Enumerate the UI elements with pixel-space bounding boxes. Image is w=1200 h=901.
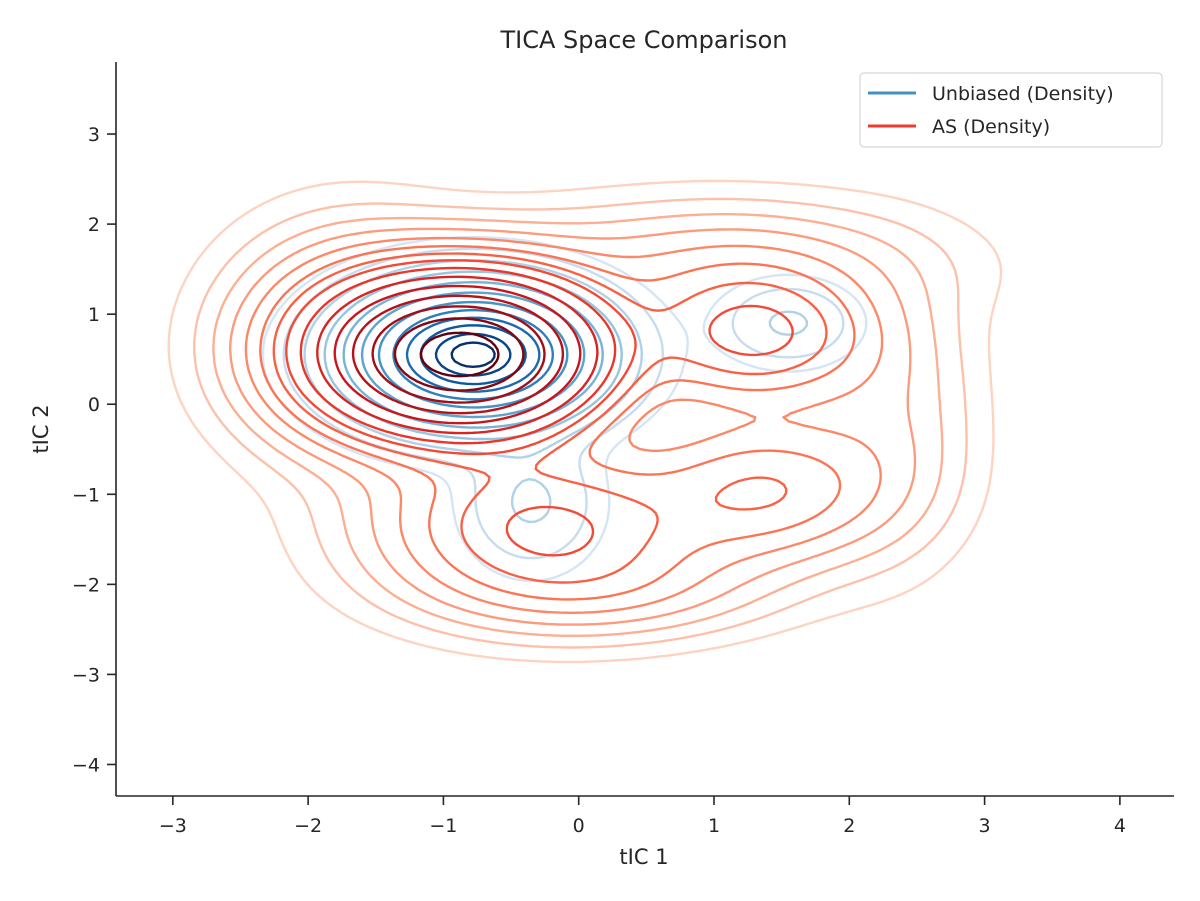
y-tick-label: 3 — [88, 124, 100, 146]
y-tick-label: −4 — [72, 754, 100, 776]
legend-box — [859, 72, 1163, 148]
x-tick-label: 2 — [843, 815, 855, 837]
unbiased-contour-level-1 — [261, 235, 868, 583]
as-contour-level-11 — [333, 284, 582, 425]
legend: Unbiased (Density) AS (Density) — [859, 72, 1163, 148]
y-tick-label: 0 — [88, 394, 100, 416]
as-contour-level-2 — [193, 197, 968, 649]
y-tick-label: −3 — [72, 664, 100, 686]
y-tick-label: −1 — [72, 484, 100, 506]
x-tick-label: 1 — [708, 815, 720, 837]
x-ticks: −3 −2 −1 0 1 2 3 4 — [159, 796, 1126, 837]
y-tick-label: 1 — [88, 304, 100, 326]
as-contour-level-3 — [212, 213, 944, 637]
legend-label-as: AS (Density) — [932, 116, 1050, 138]
as-contour-level-12 — [351, 294, 565, 415]
as-contour-level-5 — [244, 236, 884, 614]
as-contour-level-14 — [393, 317, 525, 392]
x-tick-label: 0 — [573, 815, 585, 837]
as-contour-level-7 — [272, 252, 828, 584]
x-tick-label: −3 — [159, 815, 187, 837]
chart-title: TICA Space Comparison — [499, 26, 787, 54]
as-contour-level-13 — [371, 305, 546, 404]
as-contour-level-9 — [299, 266, 617, 445]
as-density-contours — [167, 179, 1003, 664]
as-contour-level-4 — [229, 227, 917, 626]
as-contour-level-6 — [259, 245, 856, 601]
unbiased-contour-level-12 — [450, 341, 496, 368]
y-ticks: −4 −3 −2 −1 0 1 2 3 — [72, 124, 116, 776]
as-contour-level-10 — [316, 275, 599, 435]
x-tick-label: −2 — [294, 815, 322, 837]
x-tick-label: 4 — [1114, 815, 1126, 837]
unbiased-contour-level-8 — [392, 308, 554, 401]
y-tick-label: 2 — [88, 214, 100, 236]
as-contour-level-15 — [419, 331, 500, 378]
legend-label-unbiased: Unbiased (Density) — [932, 83, 1114, 105]
unbiased-density-contours — [261, 235, 868, 583]
unbiased-contour-level-9 — [405, 316, 541, 393]
y-axis-label: tIC 2 — [29, 404, 53, 453]
as-contour-level-1 — [167, 179, 1003, 664]
x-axis-label: tIC 1 — [619, 845, 668, 869]
plot-area — [167, 179, 1003, 664]
y-tick-label: −2 — [72, 574, 100, 596]
x-tick-label: −1 — [429, 815, 457, 837]
x-tick-label: 3 — [979, 815, 991, 837]
as-contour-level-8 — [285, 259, 794, 557]
